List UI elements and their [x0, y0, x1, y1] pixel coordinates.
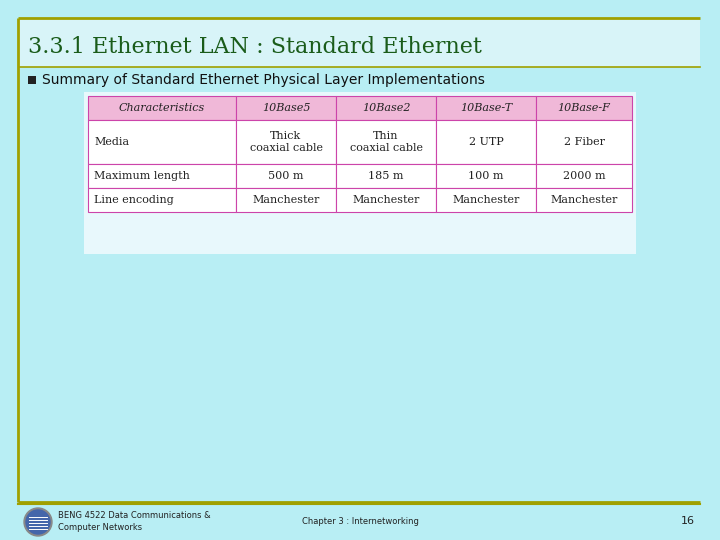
Circle shape: [24, 508, 52, 536]
Text: 16: 16: [681, 516, 695, 526]
Bar: [236, 188, 336, 212]
Text: Maximum length: Maximum length: [94, 171, 190, 181]
Bar: [336, 96, 436, 120]
Text: Manchester: Manchester: [550, 195, 618, 205]
Bar: [436, 164, 536, 188]
Bar: [336, 120, 436, 164]
Text: 10Base-T: 10Base-T: [460, 103, 512, 113]
Text: Manchester: Manchester: [452, 195, 520, 205]
Text: Computer Networks: Computer Networks: [58, 523, 142, 531]
Bar: [236, 164, 336, 188]
Bar: [28, 76, 36, 84]
Bar: [236, 120, 336, 164]
Text: 3.3.1 Ethernet LAN : Standard Ethernet: 3.3.1 Ethernet LAN : Standard Ethernet: [28, 36, 482, 58]
Text: Manchester: Manchester: [252, 195, 320, 205]
Text: BENG 4522 Data Communications &: BENG 4522 Data Communications &: [58, 511, 211, 521]
Text: 185 m: 185 m: [368, 171, 404, 181]
Text: Characteristics: Characteristics: [119, 103, 205, 113]
Text: 2 UTP: 2 UTP: [469, 137, 503, 147]
Text: 10Base5: 10Base5: [262, 103, 310, 113]
Text: 10Base2: 10Base2: [361, 103, 410, 113]
Text: Line encoding: Line encoding: [94, 195, 174, 205]
Bar: [88, 188, 236, 212]
Text: Thin
coaxial cable: Thin coaxial cable: [349, 131, 423, 153]
Bar: [436, 188, 536, 212]
Bar: [19, 19, 700, 67]
Text: Media: Media: [94, 137, 129, 147]
Text: 100 m: 100 m: [468, 171, 504, 181]
Bar: [536, 188, 632, 212]
Text: 2000 m: 2000 m: [563, 171, 606, 181]
Bar: [536, 96, 632, 120]
Circle shape: [26, 510, 50, 534]
Bar: [536, 120, 632, 164]
Bar: [236, 96, 336, 120]
Text: 10Base-F: 10Base-F: [557, 103, 611, 113]
Text: Summary of Standard Ethernet Physical Layer Implementations: Summary of Standard Ethernet Physical La…: [42, 73, 485, 87]
Bar: [536, 164, 632, 188]
Text: Manchester: Manchester: [352, 195, 420, 205]
Bar: [436, 120, 536, 164]
Bar: [336, 188, 436, 212]
Bar: [436, 96, 536, 120]
Bar: [88, 164, 236, 188]
Text: 500 m: 500 m: [269, 171, 304, 181]
Bar: [88, 120, 236, 164]
Bar: [88, 96, 236, 120]
Bar: [84, 92, 636, 254]
Text: Thick
coaxial cable: Thick coaxial cable: [250, 131, 323, 153]
Text: Chapter 3 : Internetworking: Chapter 3 : Internetworking: [302, 516, 418, 525]
Text: 2 Fiber: 2 Fiber: [564, 137, 605, 147]
Bar: [336, 164, 436, 188]
